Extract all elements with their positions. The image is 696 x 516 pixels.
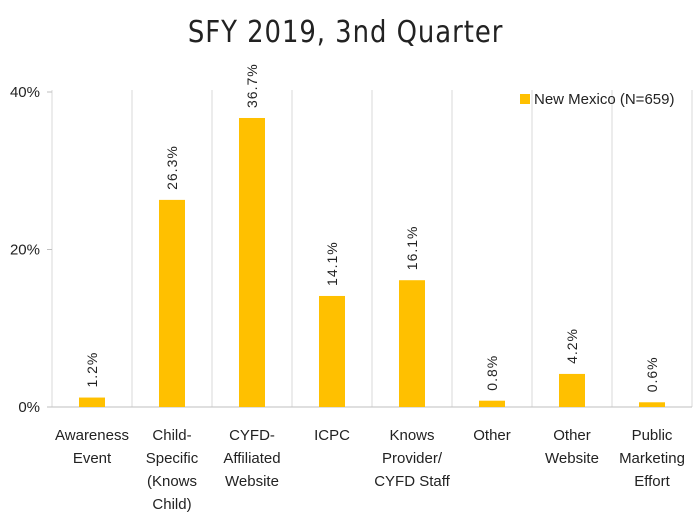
bar <box>399 280 425 407</box>
x-tick-label: ICPC <box>314 427 350 444</box>
y-tick-label: 0% <box>18 399 40 416</box>
x-tick-label: Child-Specific (Knows Child) <box>146 427 199 513</box>
bar <box>319 295 345 407</box>
x-tick-label: Other <box>473 427 511 444</box>
data-label: 0.8% <box>484 355 500 391</box>
y-tick-label: 40% <box>10 84 40 101</box>
bar <box>159 199 185 407</box>
data-label: 14.1% <box>324 241 340 286</box>
legend-label: New Mexico (N=659) <box>534 91 674 108</box>
bar <box>639 402 665 407</box>
x-tick-label: Public Marketing Effort <box>619 427 685 490</box>
bar <box>239 117 265 408</box>
data-label: 26.3% <box>164 145 180 190</box>
x-tick-label: Other Website <box>545 427 599 467</box>
data-label: 0.6% <box>644 356 660 392</box>
bar <box>479 400 505 407</box>
bar <box>559 373 585 407</box>
chart-title: SFY 2019, 3nd Quarter <box>188 14 503 49</box>
x-tick-label: CYFD-Affiliated Website <box>223 427 280 490</box>
x-tick-label: Awareness Event <box>55 427 129 467</box>
data-label: 16.1% <box>404 226 420 271</box>
data-label: 36.7% <box>244 63 260 108</box>
legend-swatch <box>520 94 530 104</box>
data-label: 1.2% <box>84 352 100 388</box>
y-tick-label: 20% <box>10 242 40 259</box>
x-tick-label: Knows Provider/CYFD Staff <box>374 427 450 490</box>
data-label: 4.2% <box>564 328 580 364</box>
bar <box>79 397 105 407</box>
